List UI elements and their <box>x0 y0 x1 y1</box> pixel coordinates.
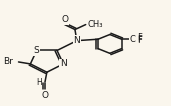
Text: CH₃: CH₃ <box>88 20 103 29</box>
Text: O: O <box>42 91 49 100</box>
Text: Br: Br <box>4 57 13 66</box>
Text: N: N <box>60 59 67 68</box>
Text: H: H <box>36 78 42 87</box>
Text: F: F <box>137 36 142 45</box>
Text: N: N <box>74 36 80 45</box>
Text: F: F <box>137 33 142 42</box>
Text: S: S <box>34 46 40 55</box>
Text: F: F <box>137 35 142 44</box>
Text: O: O <box>61 15 68 24</box>
Text: C: C <box>129 35 135 44</box>
